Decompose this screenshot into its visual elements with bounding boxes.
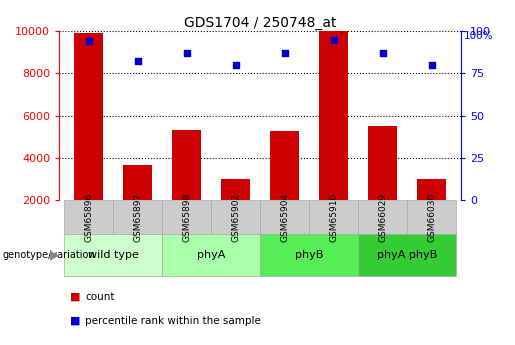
Text: GSM65896: GSM65896 [84,193,93,242]
Bar [221,179,250,242]
Point [281,50,289,56]
Point [379,50,387,56]
Bar [417,179,446,242]
Text: GSM65910: GSM65910 [329,193,338,242]
Text: GSM65898: GSM65898 [182,193,191,242]
Text: percentile rank within the sample: percentile rank within the sample [85,316,261,326]
Point [330,37,338,42]
Bar [358,200,407,234]
Bar [358,234,456,276]
Bar [64,200,113,234]
Bar [123,165,152,242]
Bar [319,31,348,242]
Text: phyB: phyB [295,250,323,260]
Text: wild type: wild type [88,250,139,260]
Text: ■: ■ [70,292,80,302]
Text: GSM65904: GSM65904 [280,193,289,242]
Bar [260,234,358,276]
Bar [309,200,358,234]
Point [231,62,239,68]
Point [133,59,142,64]
Bar [211,200,260,234]
Bar [113,200,162,234]
Bar [407,200,456,234]
Point [84,38,93,44]
Title: GDS1704 / 250748_at: GDS1704 / 250748_at [184,16,336,30]
Text: GSM66029: GSM66029 [378,193,387,242]
Bar [74,32,104,242]
Bar [64,234,162,276]
Bar [270,131,299,242]
Text: ▶: ▶ [50,249,60,262]
Text: phyA phyB: phyA phyB [377,250,437,260]
Text: GSM65902: GSM65902 [231,193,240,242]
Bar [162,234,260,276]
Text: phyA: phyA [197,250,225,260]
Text: genotype/variation: genotype/variation [3,250,95,260]
Text: 100%: 100% [464,31,493,41]
Point [182,50,191,56]
Bar [368,126,397,242]
Bar [260,200,309,234]
Bar [162,200,211,234]
Text: count: count [85,292,114,302]
Text: GSM66030: GSM66030 [427,193,436,242]
Text: GSM65897: GSM65897 [133,193,142,242]
Point [427,62,436,68]
Bar [172,130,201,242]
Text: ■: ■ [70,316,80,326]
